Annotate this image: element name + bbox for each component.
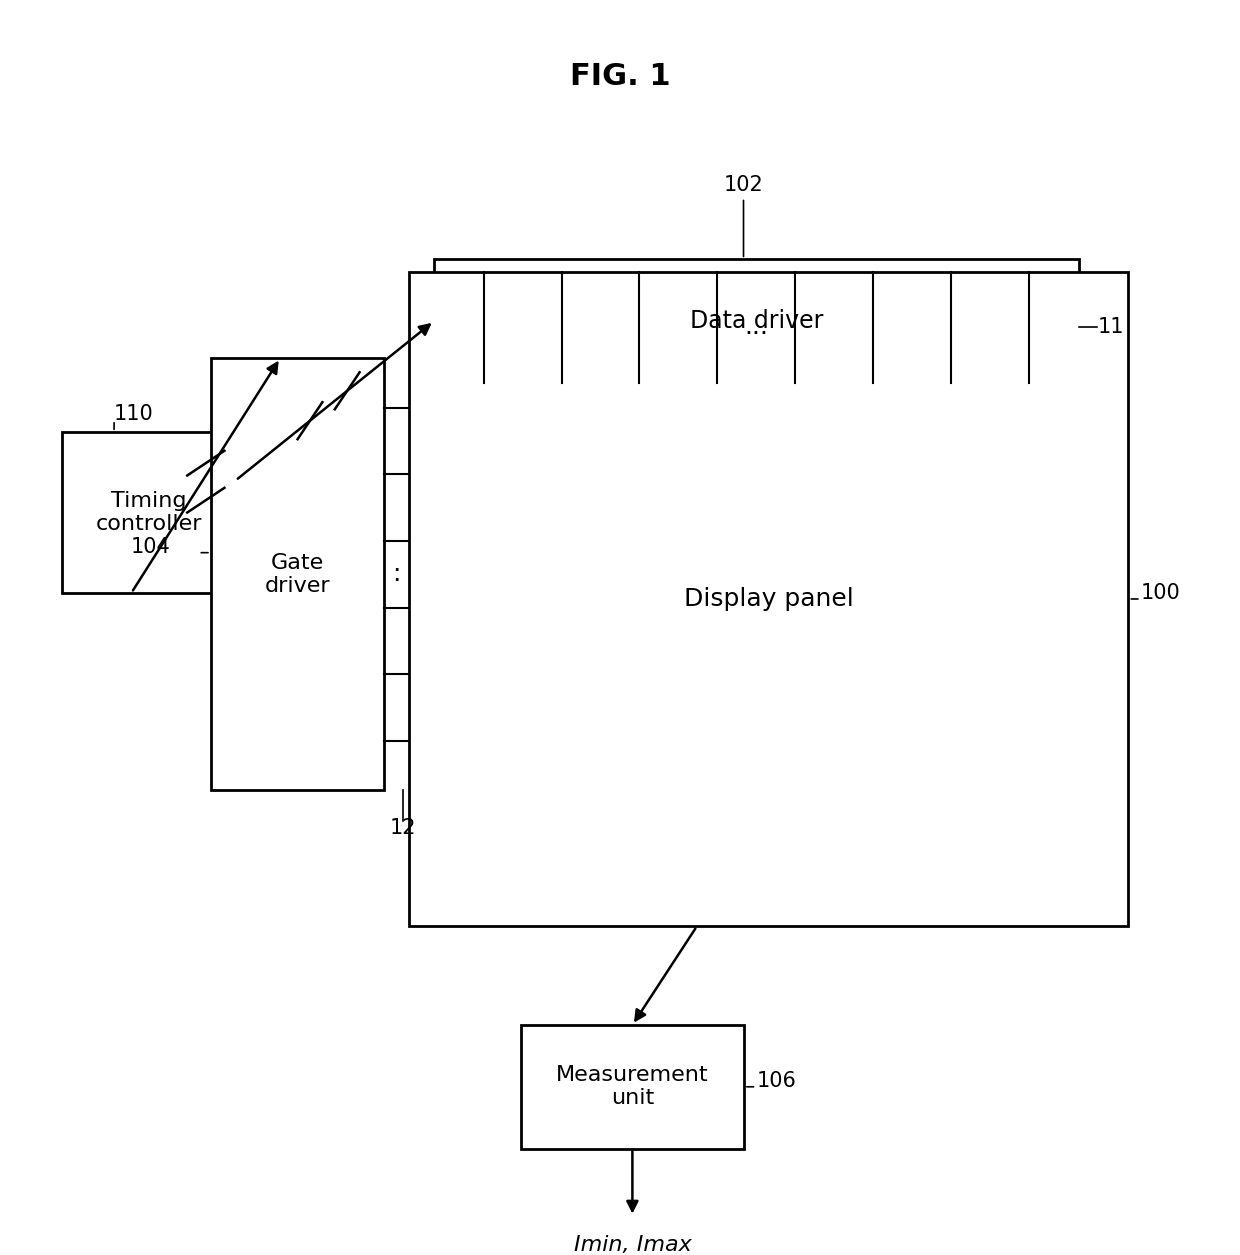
Text: 12: 12 — [389, 817, 417, 837]
FancyBboxPatch shape — [409, 271, 1128, 926]
FancyBboxPatch shape — [62, 432, 236, 592]
Text: 106: 106 — [756, 1071, 796, 1091]
Text: 100: 100 — [1141, 584, 1180, 602]
FancyBboxPatch shape — [434, 260, 1079, 383]
Text: :: : — [393, 562, 401, 586]
Text: FIG. 1: FIG. 1 — [569, 61, 671, 90]
Text: Timing
controller: Timing controller — [95, 491, 202, 535]
FancyBboxPatch shape — [211, 358, 384, 791]
Text: 11: 11 — [1097, 318, 1123, 338]
Text: 102: 102 — [724, 176, 764, 196]
Text: Gate
driver: Gate driver — [265, 552, 330, 596]
Text: Display panel: Display panel — [684, 587, 853, 611]
Text: 104: 104 — [130, 537, 170, 557]
Text: 110: 110 — [114, 404, 154, 424]
Text: ...: ... — [744, 315, 769, 339]
Text: Measurement
unit: Measurement unit — [556, 1065, 709, 1108]
Text: Imin, Imax: Imin, Imax — [574, 1235, 691, 1255]
FancyBboxPatch shape — [521, 1025, 744, 1148]
Text: Data driver: Data driver — [689, 309, 823, 333]
